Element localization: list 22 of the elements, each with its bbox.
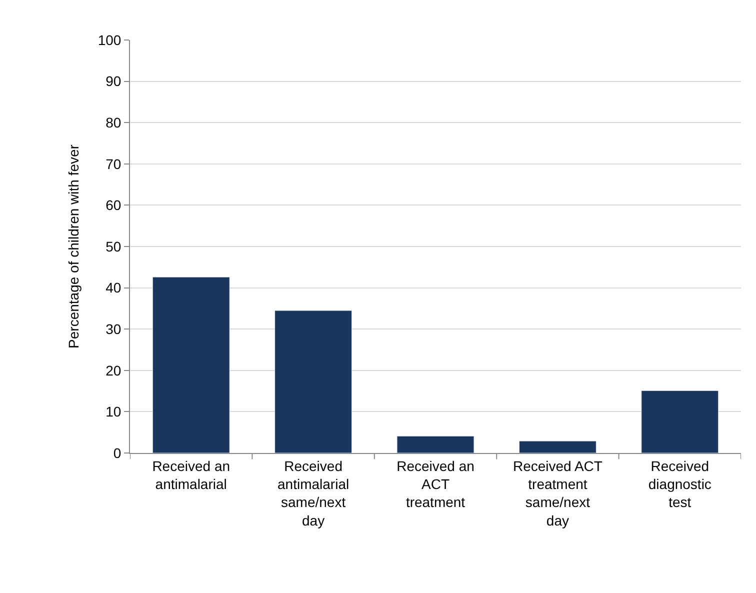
bar — [396, 436, 474, 453]
x-tick-label: Received ACT treatment same/next day — [512, 458, 603, 528]
y-tick-label: 80 — [106, 114, 122, 130]
x-tick-label: Received an ACT treatment — [396, 458, 474, 510]
y-tick-label: 70 — [106, 156, 122, 172]
y-tick-label: 50 — [106, 238, 122, 254]
x-tick-label: Received diagnostic test — [648, 458, 712, 510]
y-tick-label: 10 — [106, 404, 122, 420]
y-tick-label: 90 — [106, 73, 122, 90]
y-tick-label: 0 — [113, 444, 122, 461]
y-tick-label: 100 — [98, 32, 122, 48]
bar — [641, 390, 719, 453]
y-axis-title: Percentage of children with fever — [65, 144, 82, 348]
bar — [518, 440, 596, 453]
y-tick-label: 20 — [106, 362, 122, 378]
y-tick-label: 40 — [106, 280, 122, 296]
bar — [274, 310, 352, 453]
y-tick-label: 60 — [106, 197, 122, 214]
bar — [152, 276, 230, 453]
x-tick-label: Received antimalarial same/next day — [278, 458, 350, 528]
x-tick-label: Received an antimalarial — [152, 458, 230, 492]
y-tick-label: 30 — [106, 321, 122, 337]
